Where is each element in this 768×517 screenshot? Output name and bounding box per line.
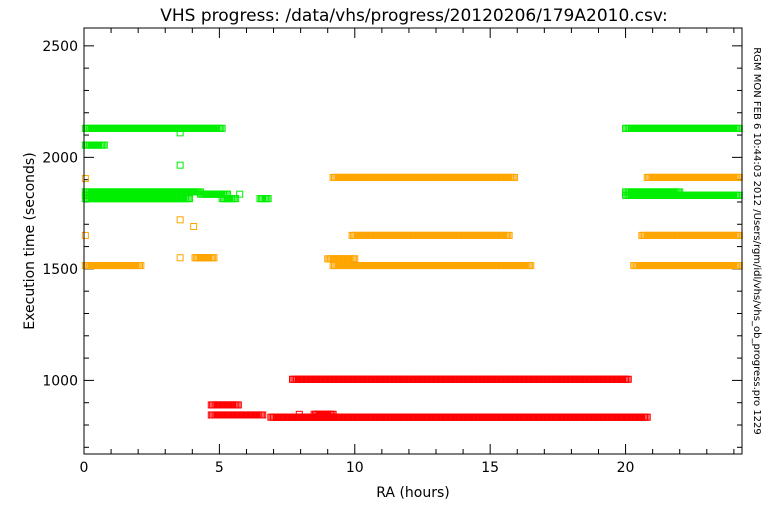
data-point — [186, 195, 194, 203]
data-point — [232, 195, 240, 203]
x-tick-label: 10 — [346, 460, 364, 476]
data-point — [176, 161, 184, 169]
data-point — [234, 401, 242, 409]
data-point — [81, 175, 89, 183]
data-point — [100, 141, 108, 149]
data-point — [624, 375, 632, 383]
x-axis-label: RA (hours) — [376, 485, 449, 501]
data-point — [137, 262, 145, 270]
y-tick-label: 2500 — [42, 39, 78, 55]
data-point — [176, 254, 184, 262]
data-point — [190, 223, 198, 230]
x-tick-label: 5 — [215, 460, 224, 476]
data-point — [218, 124, 226, 132]
data-point — [176, 129, 184, 137]
side-annotation: RGM MON FEB 6 10:44:03 2012 /Users/rgm/i… — [751, 47, 762, 435]
data-point — [505, 231, 513, 239]
data-point — [511, 173, 519, 181]
x-tick-label: 15 — [481, 460, 499, 476]
data-marks — [81, 124, 743, 421]
data-point — [236, 190, 244, 198]
x-tick-label: 0 — [80, 460, 89, 476]
data-point — [295, 410, 303, 418]
y-axis-label: Execution time (seconds) — [22, 152, 38, 329]
x-tick-label: 20 — [617, 460, 635, 476]
y-tick-label: 2000 — [42, 150, 78, 166]
chart-title: VHS progress: /data/vhs/progress/2012020… — [160, 6, 667, 26]
axis-ticks: 0 5 10 15 20 1000 1500 2000 2500 — [42, 28, 742, 476]
data-point — [643, 413, 651, 421]
data-point — [527, 262, 535, 270]
data-point — [329, 410, 337, 418]
data-point — [264, 195, 272, 203]
data-point — [210, 254, 218, 262]
plot-frame — [83, 27, 743, 455]
data-point — [81, 231, 89, 239]
y-tick-label: 1500 — [42, 262, 78, 278]
data-point — [176, 216, 184, 224]
data-point — [351, 255, 359, 263]
y-tick-label: 1000 — [42, 373, 78, 389]
data-point — [259, 411, 267, 419]
